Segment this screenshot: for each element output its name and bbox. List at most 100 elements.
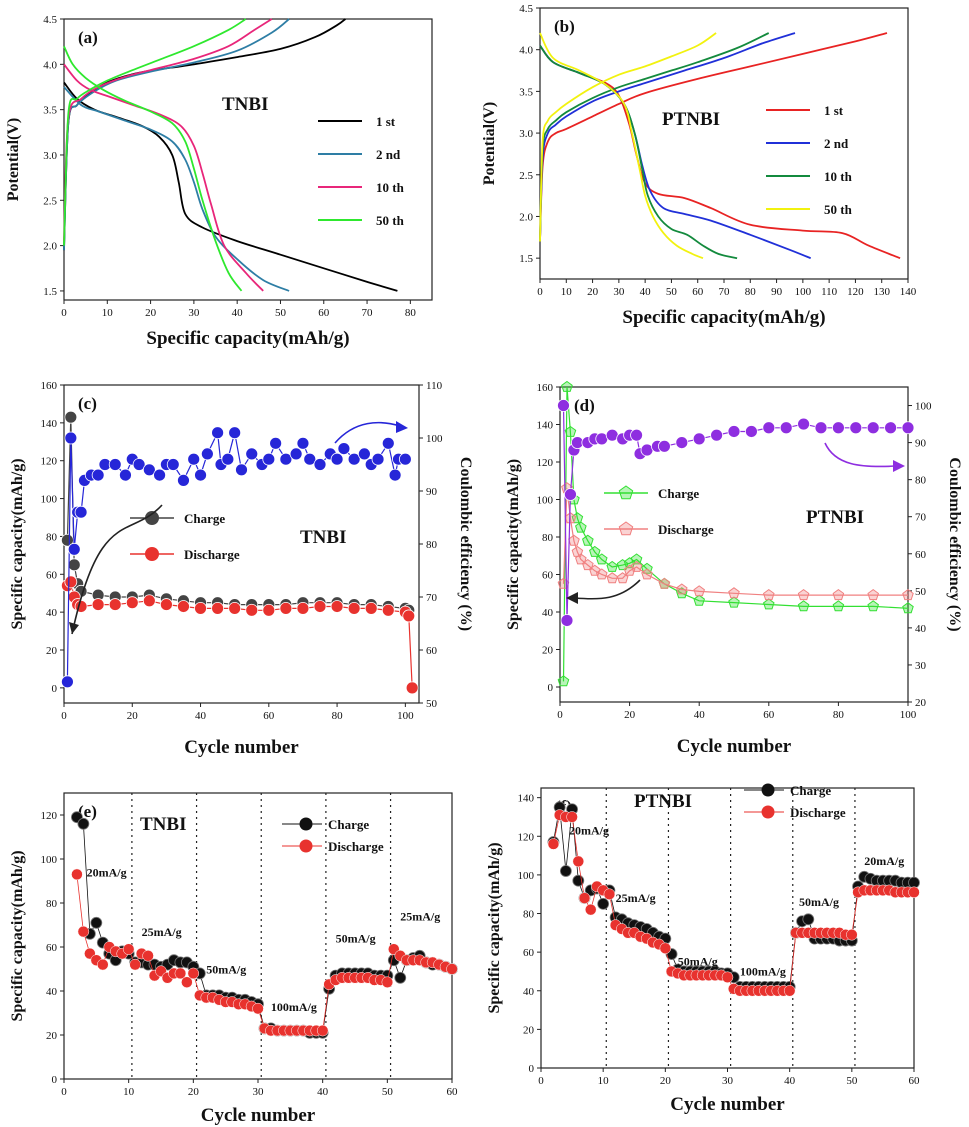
legend-label: Discharge <box>658 522 714 537</box>
x-tick-label: 0 <box>537 286 543 298</box>
series-2-charge-line <box>539 32 770 242</box>
y-tick-label: 20 <box>46 645 58 657</box>
rate-label: 25mA/g <box>142 925 182 939</box>
y-tick-label: 80 <box>46 898 58 910</box>
x-tick-label: 0 <box>61 307 67 319</box>
rate-label: 100mA/g <box>740 964 786 978</box>
y-tick-label: 120 <box>537 457 554 469</box>
x-tick-label: 30 <box>253 1086 265 1098</box>
series-0-point <box>64 410 78 424</box>
series-1-point <box>783 985 796 997</box>
y2-tick-label: 60 <box>915 549 927 561</box>
series-2-point <box>132 458 146 471</box>
x-tick-label: 100 <box>900 709 917 721</box>
series-2-point <box>245 447 259 461</box>
x-tick-label: 40 <box>195 710 207 722</box>
series-1-point <box>187 967 200 980</box>
series-1-point <box>595 568 608 580</box>
x-tick-label: 50 <box>275 307 287 319</box>
axis-arrow-head <box>396 421 408 433</box>
series-1-point <box>658 577 671 589</box>
x-tick-label: 60 <box>692 286 704 298</box>
rate-label: 20mA/g <box>864 854 904 868</box>
series-2-point <box>727 425 741 438</box>
series-0-line <box>76 816 453 1034</box>
series-1-point <box>603 888 616 900</box>
legend-label: Discharge <box>184 547 240 562</box>
panel-a: 0 10 20 30 40 50 60 70 80 1.5 2.0 2.5 3.0 3.5 4.0 4.5 Sp… <box>5 14 433 349</box>
series-0-point <box>564 425 577 437</box>
series-2-point <box>398 452 412 466</box>
series-2-charge-line <box>63 18 273 242</box>
series-2-point <box>67 542 81 556</box>
series-3-discharge-line <box>63 45 243 292</box>
x-tick-label: 40 <box>317 1086 329 1098</box>
x-tick-label: 30 <box>722 1075 734 1087</box>
series-2-point <box>381 436 395 450</box>
y2-tick-label: 50 <box>915 586 927 598</box>
series-0-point <box>77 817 90 830</box>
y-tick-label: 40 <box>46 986 58 998</box>
y-tick-label: 4.0 <box>43 59 57 71</box>
series-1-point <box>676 583 688 595</box>
series-1-point <box>316 1024 329 1037</box>
x-tick-label: 40 <box>784 1075 796 1087</box>
legend-label: Discharge <box>790 805 846 820</box>
axis-arrow-head <box>69 622 79 634</box>
series-1-point <box>364 601 378 615</box>
series-2-point <box>357 447 371 461</box>
series-2-point <box>74 505 88 519</box>
x-tick-label: 20 <box>188 1086 200 1098</box>
x-tick-label: 80 <box>833 709 845 721</box>
x-tick-label: 100 <box>397 710 414 722</box>
series-1-point <box>446 963 458 975</box>
series-2-point <box>142 463 156 477</box>
series-0-point <box>394 971 407 984</box>
legend-label: Discharge <box>328 839 384 854</box>
legend-marker <box>145 547 159 561</box>
y-tick-label: 100 <box>518 870 535 882</box>
x-tick-label: 130 <box>873 286 890 298</box>
series-1-point <box>125 596 139 610</box>
series-1-point <box>71 868 83 881</box>
series-1-point <box>91 598 105 611</box>
series-1-point <box>693 585 705 597</box>
series-2-point <box>797 417 810 431</box>
y-tick-label: 4.5 <box>43 14 57 26</box>
series-1-point <box>659 942 672 955</box>
x-axis-label: Specific capacity(mAh/g) <box>622 307 825 328</box>
series-2-point <box>119 468 132 482</box>
y-tick-label: 160 <box>41 380 58 392</box>
legend-label: 1 st <box>824 103 844 118</box>
series-2-point <box>779 421 793 435</box>
plot-frame <box>63 384 420 704</box>
y-tick-label: 0 <box>548 682 554 694</box>
legend-label: 10 th <box>376 180 405 195</box>
series-1-point <box>578 892 591 904</box>
series-2-point <box>814 421 828 435</box>
series-1-point <box>846 929 858 941</box>
series-0-point <box>832 600 845 612</box>
legend-label: Charge <box>658 486 699 501</box>
y2-tick-label: 20 <box>915 697 927 709</box>
y-tick-label: 20 <box>542 645 554 657</box>
rate-label: 50mA/g <box>799 895 839 909</box>
series-2-point <box>153 468 166 482</box>
series-1-point <box>142 594 156 608</box>
legend-label: Charge <box>790 783 831 798</box>
series-1-point <box>547 838 560 850</box>
series-0-point <box>728 596 740 608</box>
y-tick-label: 3.5 <box>43 105 57 117</box>
series-2-point <box>262 452 276 466</box>
y-tick-label: 80 <box>46 531 58 543</box>
series-2-point <box>347 452 361 466</box>
y-tick-label: 80 <box>523 909 535 921</box>
axis-arrow-head <box>893 460 905 472</box>
y-tick-label: 120 <box>41 456 58 468</box>
series-1-discharge-line <box>539 44 812 260</box>
series-2-point <box>901 421 915 435</box>
rate-label: 25mA/g <box>616 891 656 905</box>
x-tick-label: 10 <box>598 1075 610 1087</box>
series-1-point <box>568 534 580 546</box>
